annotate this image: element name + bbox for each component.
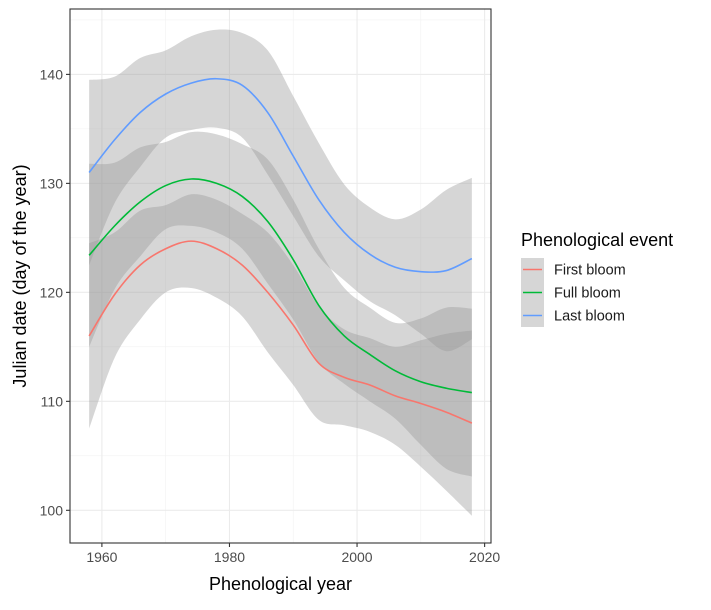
y-axis-title: Julian date (day of the year)	[10, 164, 30, 387]
y-tick-label: 130	[40, 175, 64, 191]
x-tick-label: 2000	[341, 549, 372, 565]
x-tick-label: 1960	[86, 549, 117, 565]
confidence-band-full-bloom	[89, 131, 472, 477]
x-tick-label: 2020	[469, 549, 500, 565]
confidence-band-last-bloom	[89, 29, 472, 352]
legend-label-first-bloom: First bloom	[554, 263, 626, 279]
legend-title: Phenological event	[521, 230, 673, 250]
legend-label-last-bloom: Last bloom	[554, 309, 625, 325]
series-line-full-bloom	[88, 178, 472, 394]
series-lines	[88, 77, 473, 424]
x-tick-label: 1980	[214, 549, 245, 565]
y-tick-label: 140	[40, 66, 64, 82]
axes: 1960 1980 2000 2020 100 110 120 130 140	[40, 66, 501, 565]
y-tick-label: 110	[41, 393, 64, 409]
legend-label-full-bloom: Full bloom	[554, 286, 621, 302]
series-line-first-bloom	[88, 240, 473, 424]
y-tick-label: 120	[40, 284, 64, 300]
grid-lines	[70, 9, 491, 543]
legend: Phenological event First bloom Full bloom…	[521, 230, 673, 327]
confidence-band-first-bloom	[89, 194, 472, 516]
x-axis-title: Phenological year	[209, 574, 352, 594]
y-tick-label: 100	[40, 502, 64, 518]
confidence-bands	[89, 29, 472, 516]
panel-border	[69, 8, 492, 544]
series-line-last-bloom	[88, 77, 473, 273]
